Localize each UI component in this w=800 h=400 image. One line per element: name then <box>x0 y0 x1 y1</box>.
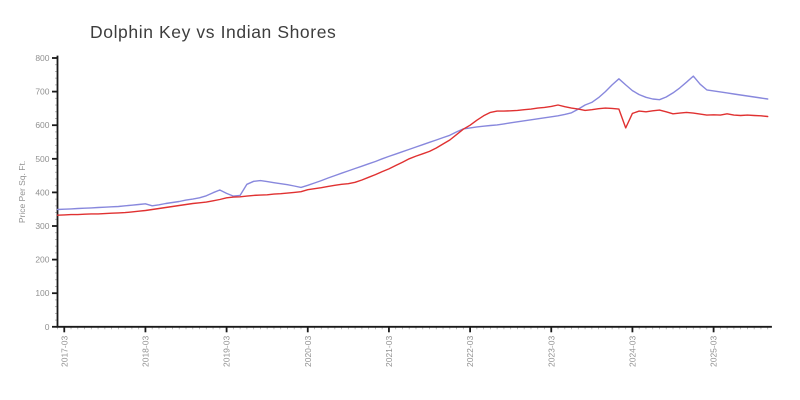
x-tick-label: 2017-03 <box>59 336 69 367</box>
y-tick-label: 600 <box>35 120 49 130</box>
y-tick-label: 700 <box>35 87 49 97</box>
chart-title: Dolphin Key vs Indian Shores <box>90 22 337 42</box>
y-tick-label: 500 <box>35 154 49 164</box>
x-tick-label: 2018-03 <box>140 336 150 367</box>
x-tick-label: 2021-03 <box>384 336 394 367</box>
plot-series-and-axes: 0 100 200 300 400 500 600 700 800 2017-03 2018-03 2… <box>35 53 772 367</box>
x-tick-label: 2025-03 <box>709 336 719 367</box>
y-axis-label: Price Per Sq. Ft. <box>17 161 27 223</box>
y-tick-label: 800 <box>35 53 49 63</box>
x-tick-label: 2024-03 <box>627 336 637 367</box>
x-tick-label: 2023-03 <box>546 336 556 367</box>
series-line-indian-shores <box>56 104 769 216</box>
x-tick-label: 2020-03 <box>303 336 313 367</box>
series-line-dolphin-key <box>56 75 769 211</box>
axis-spines <box>56 55 772 328</box>
x-tick-label: 2019-03 <box>222 336 232 367</box>
y-tick-label: 200 <box>35 255 49 265</box>
y-tick-label: 400 <box>35 187 49 197</box>
y-tick-label: 300 <box>35 221 49 231</box>
y-tick-label: 0 <box>45 322 50 332</box>
x-tick-label: 2022-03 <box>465 336 475 367</box>
y-tick-label: 100 <box>35 288 49 298</box>
